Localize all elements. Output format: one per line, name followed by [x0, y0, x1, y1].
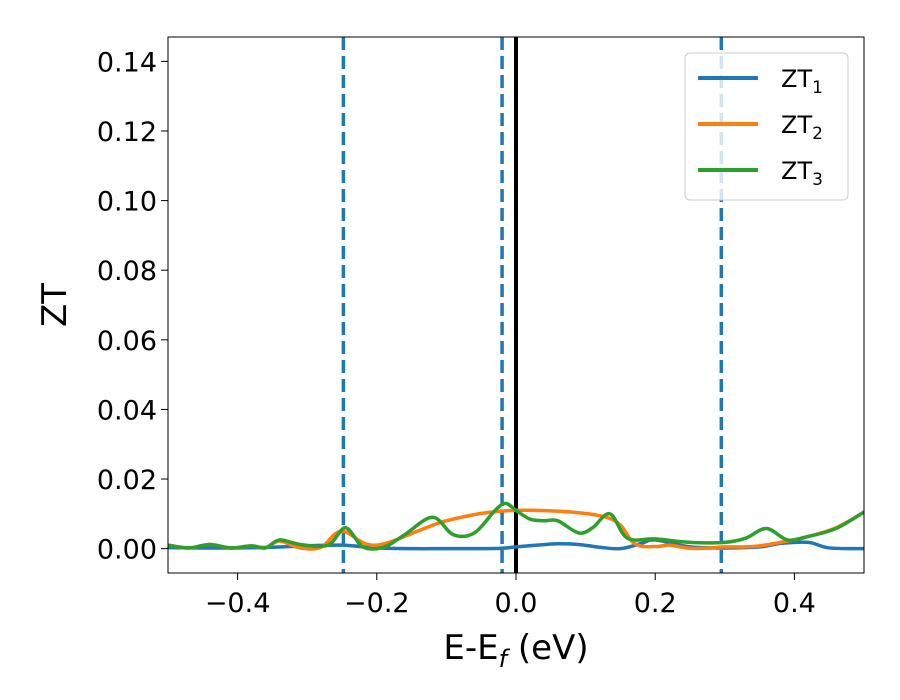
- legend-label-zt1-main: ZT: [781, 65, 812, 93]
- data-series: [168, 501, 864, 551]
- y-tick-label: 0.04: [97, 395, 157, 426]
- x-tick-label: 0.2: [634, 588, 677, 619]
- legend-label-zt3-sub: 3: [812, 170, 823, 190]
- x-tick-label: −0.2: [344, 588, 410, 619]
- legend-label-zt3: ZT3: [781, 157, 823, 190]
- legend: ZT1 ZT2 ZT3: [684, 52, 849, 201]
- x-tick-label: 0.4: [773, 588, 816, 619]
- x-axis-title: E-Ef (eV): [443, 628, 588, 673]
- x-axis: −0.4 −0.2 0.0 0.2 0.4: [205, 573, 816, 619]
- x-axis-title-main: E-E: [443, 628, 498, 668]
- legend-entry-zt1: ZT1: [698, 65, 823, 98]
- legend-label-zt2: ZT2: [781, 111, 823, 144]
- y-tick-label: 0.08: [97, 256, 157, 287]
- y-tick-label: 0.02: [97, 465, 157, 496]
- legend-label-zt3-main: ZT: [781, 157, 812, 185]
- legend-frame: [684, 52, 849, 201]
- y-axis: 0.00 0.02 0.04 0.06 0.08 0.10 0.12 0.14: [97, 47, 168, 566]
- legend-entry-zt3: ZT3: [698, 157, 823, 190]
- legend-label-zt1-sub: 1: [812, 78, 823, 98]
- legend-label-zt2-main: ZT: [781, 111, 812, 139]
- legend-label-zt1: ZT1: [781, 65, 823, 98]
- y-tick-label: 0.06: [97, 326, 157, 357]
- vertical-reference-lines: [341, 37, 724, 573]
- y-tick-label: 0.00: [97, 535, 157, 566]
- legend-label-zt2-sub: 2: [812, 124, 823, 144]
- series-line-zt3: [168, 501, 864, 551]
- y-tick-label: 0.12: [97, 117, 157, 148]
- x-axis-title-unit: (eV): [507, 628, 589, 668]
- x-tick-label: −0.4: [205, 588, 271, 619]
- y-tick-label: 0.14: [97, 47, 157, 78]
- y-tick-label: 0.10: [97, 187, 157, 218]
- x-tick-label: 0.0: [495, 588, 538, 619]
- legend-entry-zt2: ZT2: [698, 111, 823, 144]
- y-axis-title: ZT: [35, 283, 75, 327]
